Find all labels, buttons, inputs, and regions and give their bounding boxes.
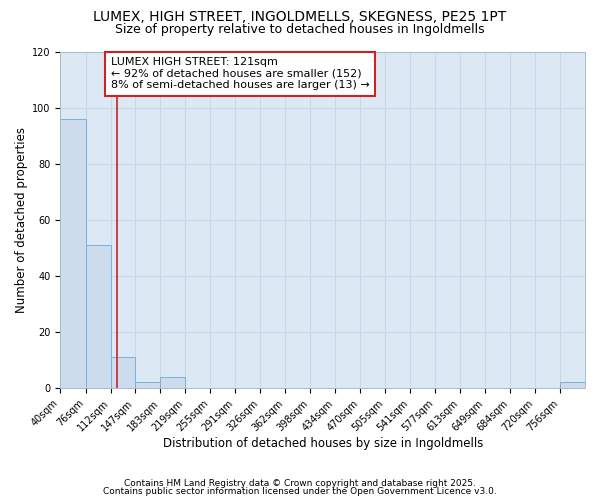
- Bar: [560, 382, 585, 388]
- Text: LUMEX, HIGH STREET, INGOLDMELLS, SKEGNESS, PE25 1PT: LUMEX, HIGH STREET, INGOLDMELLS, SKEGNES…: [94, 10, 506, 24]
- Bar: [110, 358, 135, 388]
- Bar: [135, 382, 160, 388]
- Y-axis label: Number of detached properties: Number of detached properties: [15, 127, 28, 313]
- Text: Contains HM Land Registry data © Crown copyright and database right 2025.: Contains HM Land Registry data © Crown c…: [124, 478, 476, 488]
- X-axis label: Distribution of detached houses by size in Ingoldmells: Distribution of detached houses by size …: [163, 437, 483, 450]
- Text: LUMEX HIGH STREET: 121sqm
← 92% of detached houses are smaller (152)
8% of semi-: LUMEX HIGH STREET: 121sqm ← 92% of detac…: [110, 57, 370, 90]
- Bar: [160, 377, 185, 388]
- Text: Contains public sector information licensed under the Open Government Licence v3: Contains public sector information licen…: [103, 487, 497, 496]
- Bar: [86, 245, 110, 388]
- Text: Size of property relative to detached houses in Ingoldmells: Size of property relative to detached ho…: [115, 22, 485, 36]
- Bar: [61, 119, 86, 388]
